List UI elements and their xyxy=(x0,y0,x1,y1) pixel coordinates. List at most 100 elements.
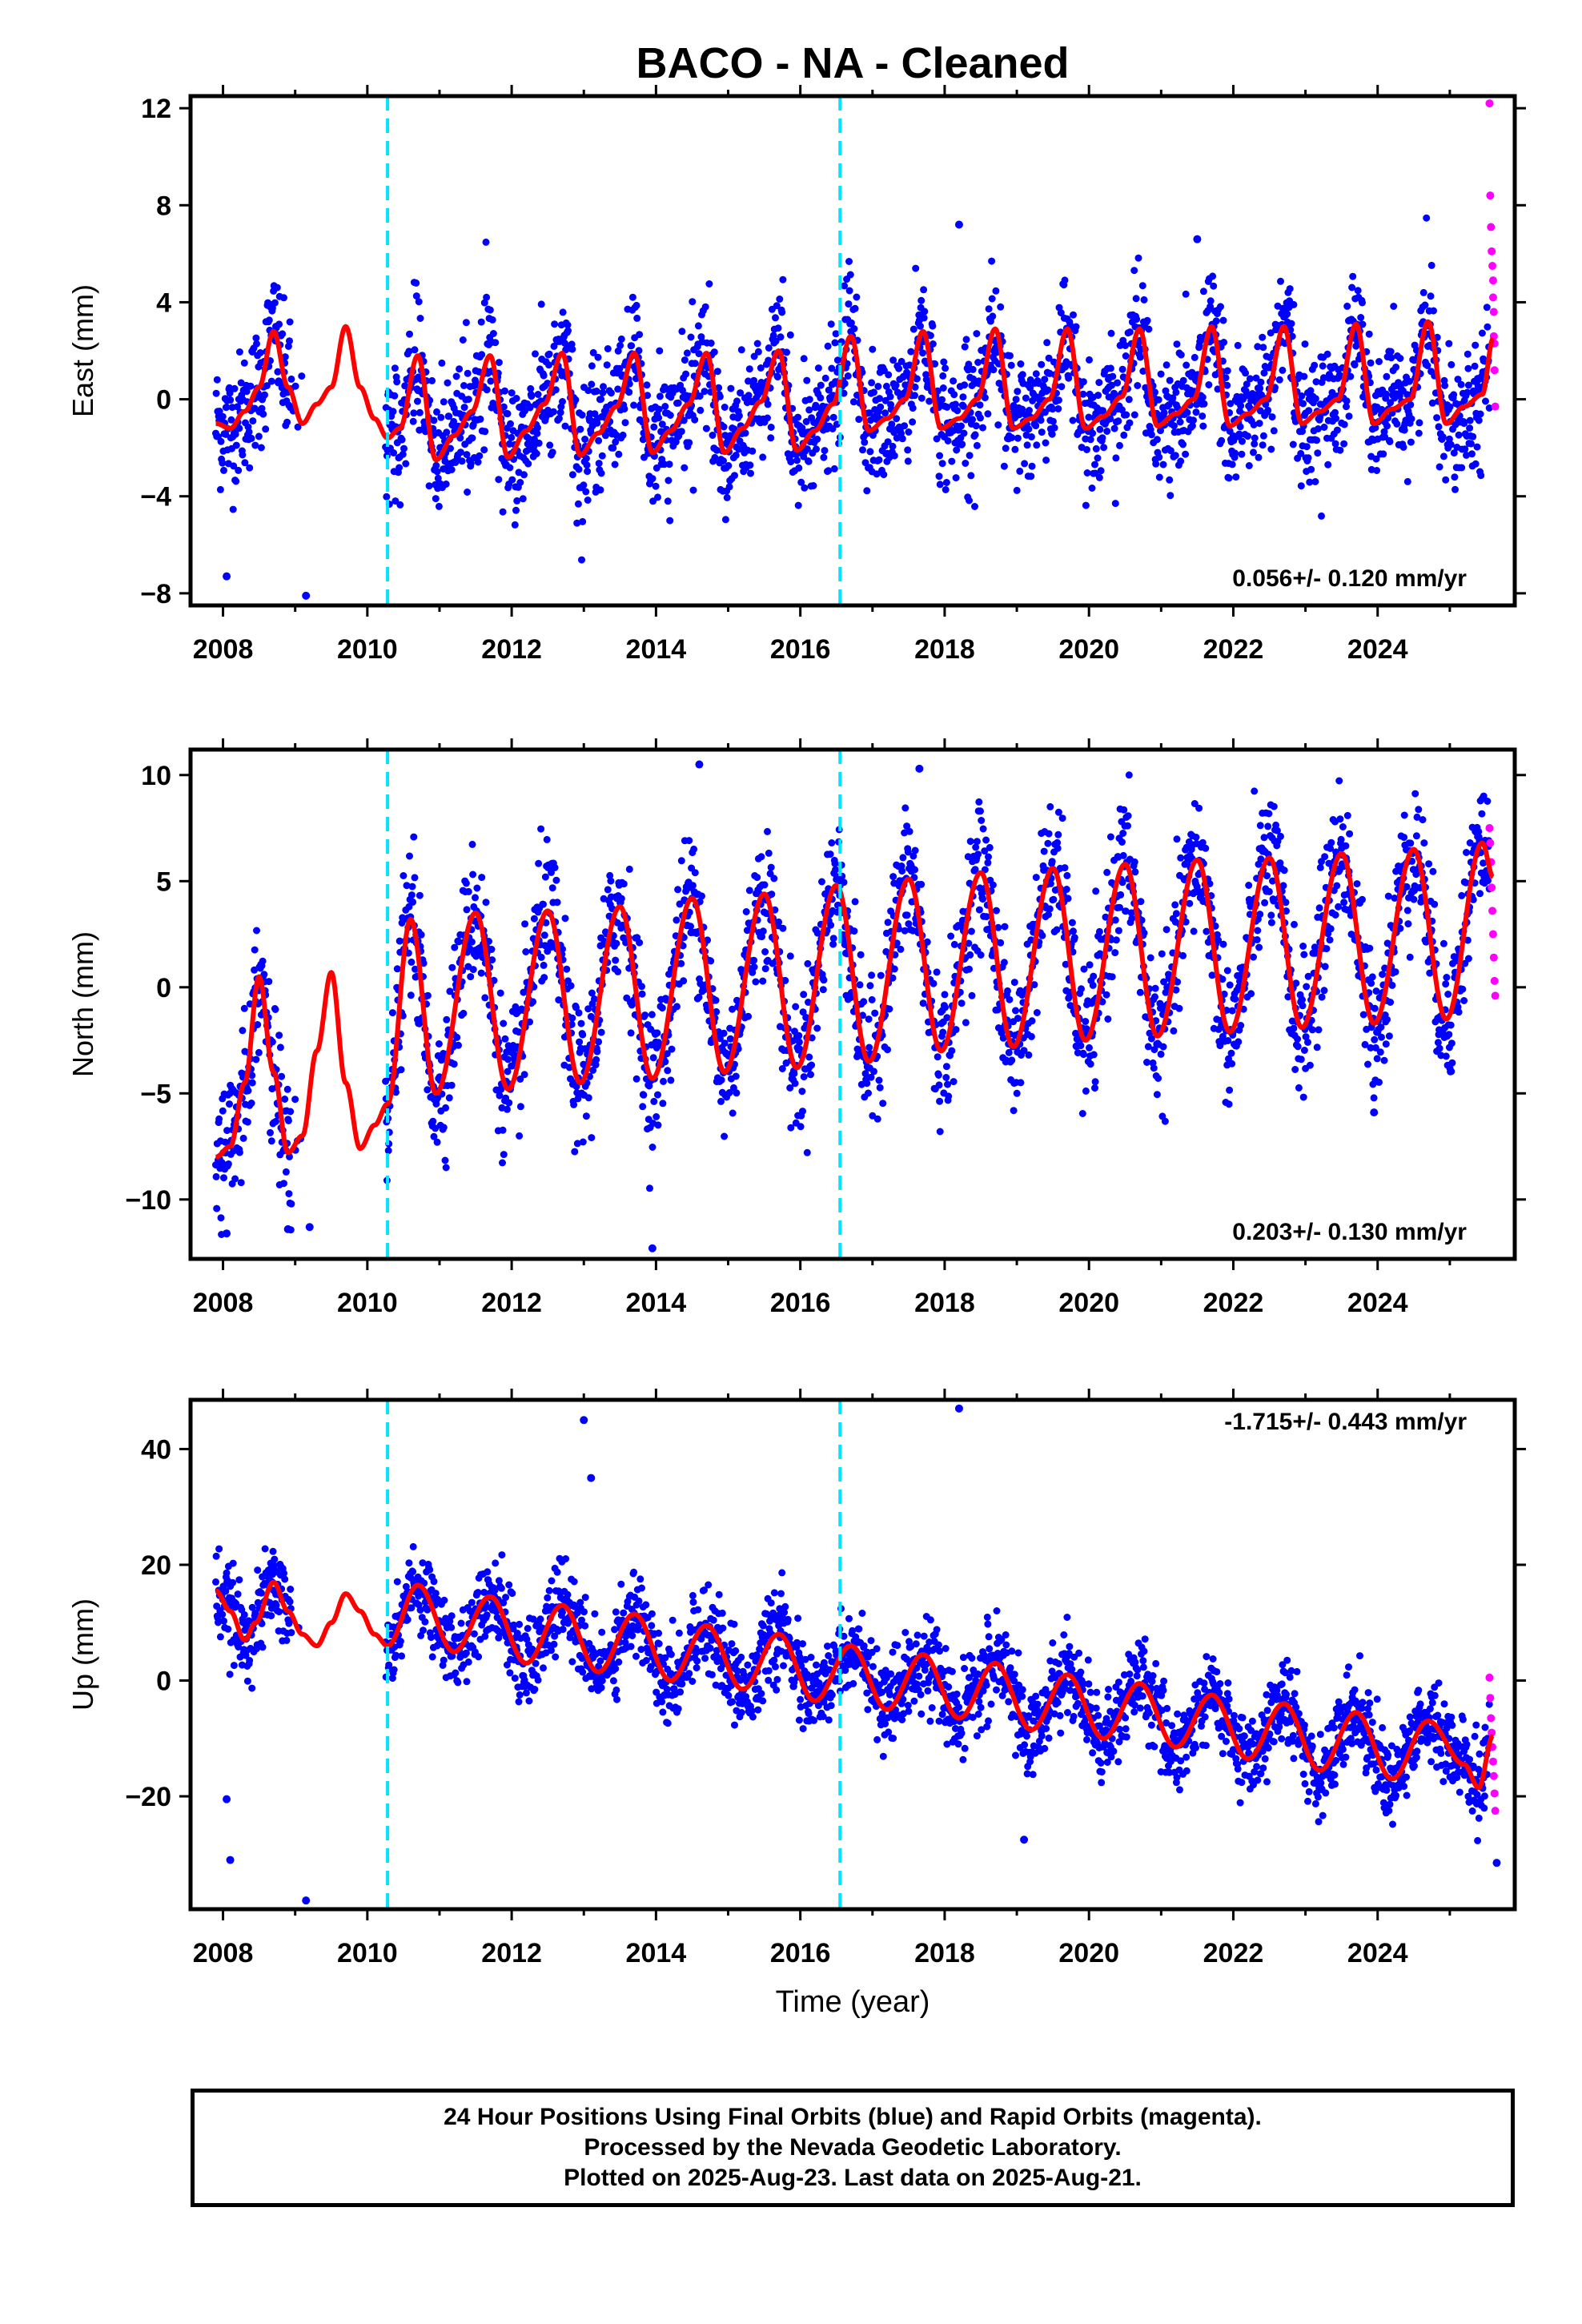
figure-title: BACO - NA - Cleaned xyxy=(636,39,1069,87)
x-tick-label: 2018 xyxy=(914,1288,975,1318)
y-tick-label: −8 xyxy=(140,579,171,609)
east-outlier-point xyxy=(1193,235,1202,243)
east-rapid-orbit-point xyxy=(1486,191,1495,200)
north-y-axis-label: North (mm) xyxy=(66,931,99,1077)
x-tick-label: 2020 xyxy=(1058,1938,1119,1968)
x-tick-label: 2020 xyxy=(1058,1288,1119,1318)
footer-note-box: 24 Hour Positions Using Final Orbits (bl… xyxy=(191,2089,1515,2207)
up-outlier-point xyxy=(302,1896,311,1905)
y-tick-label: −5 xyxy=(140,1079,171,1109)
y-tick-label: 4 xyxy=(156,287,171,318)
north-plot-area xyxy=(212,760,1500,1252)
y-tick-label: 12 xyxy=(141,94,171,124)
north-outlier-point xyxy=(695,760,704,769)
north-rapid-orbit-point xyxy=(1488,907,1497,915)
x-tick-label: 2022 xyxy=(1203,1288,1264,1318)
x-tick-label: 2022 xyxy=(1203,634,1264,665)
east-panel: −8 −4 0 4 8 12 East (mm) 2008 2010 2012 2014 2016 20… xyxy=(66,85,1526,665)
east-rapid-orbit-point xyxy=(1485,99,1494,108)
north-outlier-point xyxy=(648,1244,656,1252)
up-outlier-point xyxy=(587,1474,596,1482)
north-model-line xyxy=(214,840,1496,1160)
x-tick-label: 2016 xyxy=(770,634,831,665)
y-tick-label: −4 xyxy=(140,482,171,513)
north-rapid-orbit-point xyxy=(1485,824,1494,833)
x-tick-label: 2020 xyxy=(1058,634,1119,665)
up-outlier-point xyxy=(226,1856,235,1864)
north-rapid-orbit-point xyxy=(1488,883,1496,892)
north-rate-label: 0.203+/- 0.130 mm/yr xyxy=(1232,1219,1467,1245)
y-tick-label: −20 xyxy=(125,1782,171,1812)
y-tick-label: 5 xyxy=(156,866,171,897)
east-rapid-orbit-point xyxy=(1488,262,1497,270)
north-rapid-orbit-point xyxy=(1490,976,1499,985)
x-tick-label: 2018 xyxy=(914,634,975,665)
y-tick-label: 40 xyxy=(141,1434,171,1465)
up-outlier-point xyxy=(1020,1835,1029,1844)
x-tick-label: 2024 xyxy=(1347,1288,1408,1318)
up-rapid-orbit-point xyxy=(1488,1728,1496,1737)
north-rapid-orbit-point xyxy=(1488,930,1497,939)
x-tick-label: 2008 xyxy=(193,634,254,665)
north-outlier-point xyxy=(1370,1108,1379,1117)
east-rapid-orbit-point xyxy=(1490,366,1499,375)
up-rapid-orbit-point xyxy=(1491,1807,1500,1815)
x-tick-label: 2008 xyxy=(193,1938,254,1968)
up-outlier-point xyxy=(223,1795,231,1803)
y-tick-label: 0 xyxy=(156,973,171,1003)
east-rapid-orbit-point xyxy=(1487,223,1496,231)
east-plot-area xyxy=(212,99,1500,600)
north-panel: −10 −5 0 5 10 North (mm) 2008 2010 2012 2014 2016 2… xyxy=(66,738,1526,1318)
east-rate-label: 0.056+/- 0.120 mm/yr xyxy=(1232,565,1467,592)
x-tick-label: 2014 xyxy=(626,1938,687,1968)
y-tick-label: 10 xyxy=(141,761,171,791)
x-tick-label: 2014 xyxy=(626,1288,687,1318)
y-tick-label: 8 xyxy=(156,191,171,221)
east-model-line xyxy=(214,319,1496,463)
north-rapid-orbit-point xyxy=(1489,953,1498,962)
x-tick-label: 2016 xyxy=(770,1938,831,1968)
north-frame xyxy=(188,747,1517,1261)
x-tick-label: 2010 xyxy=(337,634,398,665)
x-tick-label: 2024 xyxy=(1347,634,1408,665)
north-final-orbit-cloud xyxy=(212,771,1493,1239)
north-outlier-point xyxy=(305,1223,314,1232)
east-rapid-orbit-point xyxy=(1488,293,1497,302)
up-outlier-point xyxy=(954,1404,963,1413)
up-panel: −20 0 20 40 Up (mm) 2008 2010 2012 2014 2016 2018 2… xyxy=(66,1389,1526,1968)
up-plot-area xyxy=(212,1404,1501,1905)
north-outlier-point xyxy=(915,764,924,773)
x-axis-label: Time (year) xyxy=(776,1985,930,2019)
up-outlier-point xyxy=(580,1416,588,1425)
x-tick-label: 2010 xyxy=(337,1938,398,1968)
east-y-axis-label: East (mm) xyxy=(66,284,99,417)
up-rapid-orbit-point xyxy=(1490,1789,1499,1798)
up-rapid-orbit-point xyxy=(1488,1757,1497,1766)
x-tick-label: 2022 xyxy=(1203,1938,1264,1968)
north-outlier-point xyxy=(223,1229,231,1238)
up-outlier-point xyxy=(1492,1859,1501,1868)
x-tick-label: 2018 xyxy=(914,1938,975,1968)
x-tick-label: 2010 xyxy=(337,1288,398,1318)
north-final-orbit-points xyxy=(212,760,1493,1252)
east-rapid-orbit-point xyxy=(1488,276,1497,285)
east-frame xyxy=(188,94,1517,608)
north-outlier-point xyxy=(283,1224,292,1233)
y-tick-label: 0 xyxy=(156,1667,171,1697)
x-tick-label: 2024 xyxy=(1347,1938,1408,1968)
up-final-orbit-points xyxy=(212,1404,1501,1905)
up-final-orbit-cloud xyxy=(212,1542,1493,1844)
up-model-line xyxy=(214,1579,1496,1791)
up-rapid-orbit-point xyxy=(1489,1771,1498,1780)
x-tick-label: 2012 xyxy=(481,1288,542,1318)
east-rapid-orbit-point xyxy=(1488,247,1496,255)
east-final-orbit-cloud xyxy=(212,214,1493,564)
east-outlier-point xyxy=(954,220,963,229)
x-tick-label: 2016 xyxy=(770,1288,831,1318)
x-tick-label: 2008 xyxy=(193,1288,254,1318)
x-tick-label: 2012 xyxy=(481,634,542,665)
x-tick-label: 2014 xyxy=(626,634,687,665)
footer-line-1: 24 Hour Positions Using Final Orbits (bl… xyxy=(444,2104,1262,2130)
east-rapid-orbit-point xyxy=(1489,308,1498,316)
